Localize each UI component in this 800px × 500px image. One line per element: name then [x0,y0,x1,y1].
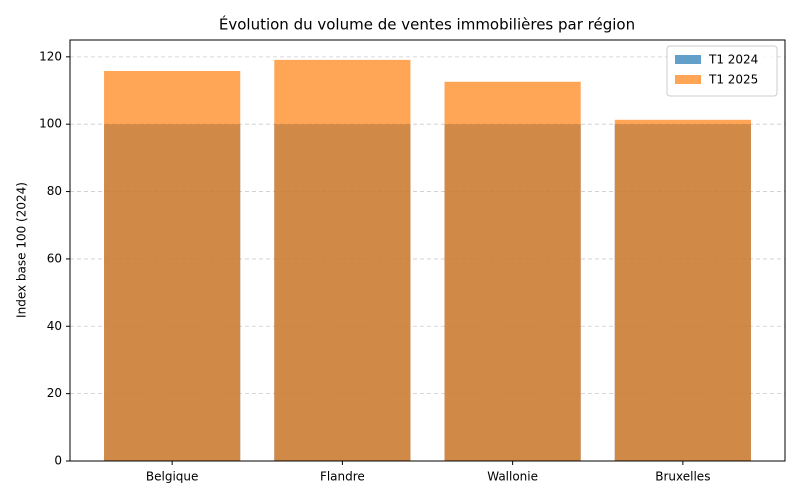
bar [614,119,751,462]
y-tick-label: 80 [47,184,62,198]
plot-frame [69,39,786,462]
y-tick-label: 20 [47,386,62,400]
legend-label: T1 2024 [708,53,758,67]
x-tick-label: Flandre [320,470,365,484]
y-tick-label: 40 [47,319,62,333]
x-tick-label: Wallonie [487,470,538,484]
legend-swatch [675,55,701,64]
y-tick-label: 100 [39,117,62,131]
bar [104,70,241,462]
y-tick-label: 120 [39,49,62,63]
y-tick-label: 60 [47,251,62,265]
x-tick-label: Belgique [146,470,199,484]
bar [444,81,581,462]
bar [274,59,411,461]
legend-swatch [675,75,701,84]
chart-title: Évolution du volume de ventes immobilièr… [219,15,635,34]
y-tick-label: 0 [54,454,62,468]
legend-label: T1 2025 [708,73,758,87]
x-tick-label: Bruxelles [655,470,710,484]
y-axis-label: Index base 100 (2024) [15,182,29,318]
